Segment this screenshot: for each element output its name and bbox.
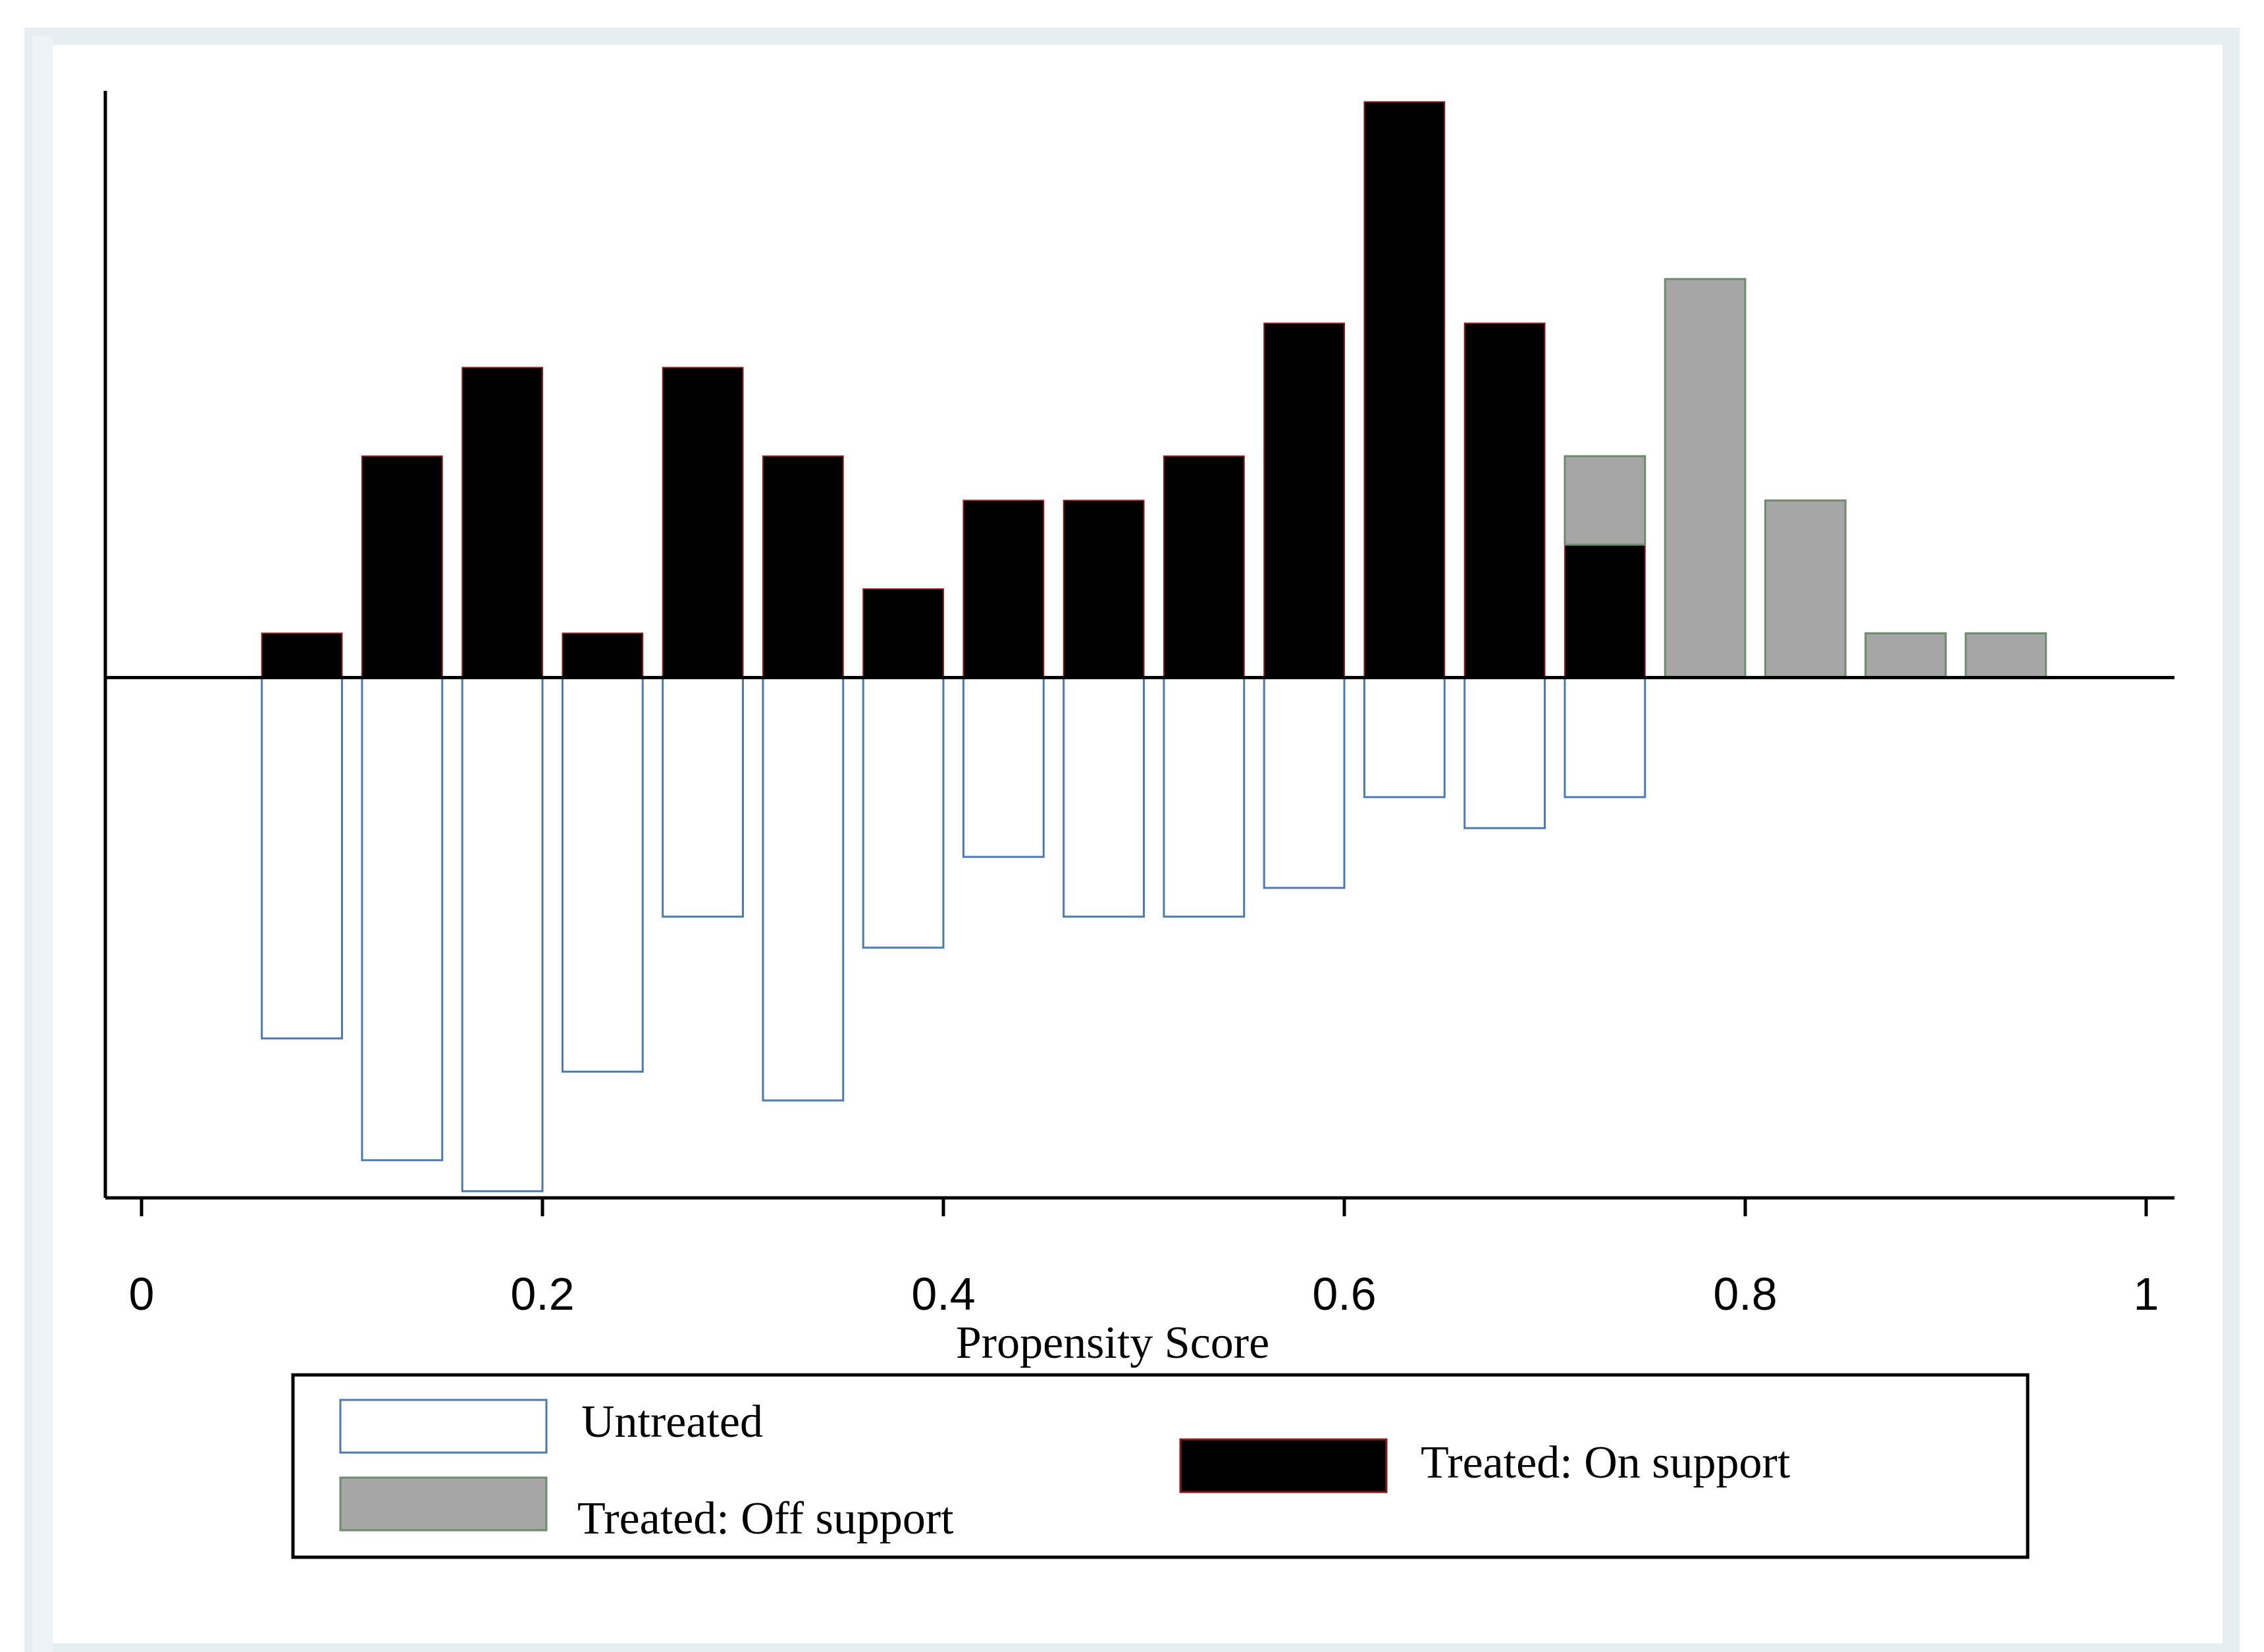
legend-swatch-untreated [339,1399,548,1454]
bar-treated-on-support-1 [361,455,443,679]
bar-treated-on-support-7 [962,500,1045,679]
bar-untreated-13 [1564,676,1646,798]
bar-untreated-10 [1263,676,1346,889]
legend-label-on-support: Treated: On support [1421,1437,1791,1488]
bar-treated-on-support-5 [762,455,844,679]
bar-untreated-7 [962,676,1045,858]
bar-untreated-11 [1363,676,1446,798]
legend: Untreated Treated: Off support Treated: … [291,1373,2030,1559]
x-tick-label-5: 1 [2134,1268,2159,1320]
x-ticks-layer: 0 0.2 0.4 0.6 0.8 1 [129,1198,2159,1320]
x-tick-label-1: 0.2 [510,1268,574,1320]
legend-swatch-off-support [339,1476,548,1532]
bar-untreated-1 [361,676,444,1162]
bar-untreated-9 [1163,676,1246,918]
bar-treated-on-support-11 [1363,101,1446,679]
x-tick-label-2: 0.4 [911,1268,975,1320]
bar-untreated-3 [561,676,644,1073]
bar-treated-on-support-12 [1463,323,1546,679]
legend-label-untreated: Untreated [581,1397,763,1447]
bar-treated-on-support-8 [1063,500,1145,679]
bar-treated-on-support-10 [1263,323,1345,679]
bar-treated-off-support-17 [1964,632,2047,679]
plot-region-left-strip [33,36,53,1652]
x-tick-label-0: 0 [129,1268,155,1320]
legend-swatch-on-support [1179,1438,1388,1493]
x-tick-label-4: 0.8 [1713,1268,1777,1320]
bar-untreated-5 [762,676,845,1102]
x-axis-title: Propensity Score [956,1318,1269,1368]
bar-untreated-8 [1063,676,1145,918]
legend-box [291,1373,2030,1559]
bar-treated-off-support-16 [1864,632,1947,679]
bar-treated-on-support-3 [562,632,644,679]
bar-treated-on-support-4 [662,367,744,679]
bar-untreated-0 [261,676,344,1040]
bar-untreated-6 [862,676,945,949]
bar-treated-on-support-6 [862,588,944,679]
bar-untreated-2 [461,676,544,1193]
bar-treated-on-support-2 [461,367,544,679]
bar-treated-off-support-14 [1664,278,1747,679]
bar-treated-off-support-13 [1564,455,1646,546]
legend-label-off-support: Treated: Off support [577,1493,954,1544]
bars-layer [261,101,2047,1193]
bar-untreated-12 [1463,676,1546,829]
bar-treated-off-support-15 [1764,499,1847,679]
bar-treated-on-support-0 [261,632,343,679]
bar-treated-on-support-13 [1564,544,1646,679]
x-tick-label-3: 0.6 [1312,1268,1376,1320]
bar-untreated-4 [662,676,745,918]
bar-treated-on-support-9 [1163,455,1245,679]
